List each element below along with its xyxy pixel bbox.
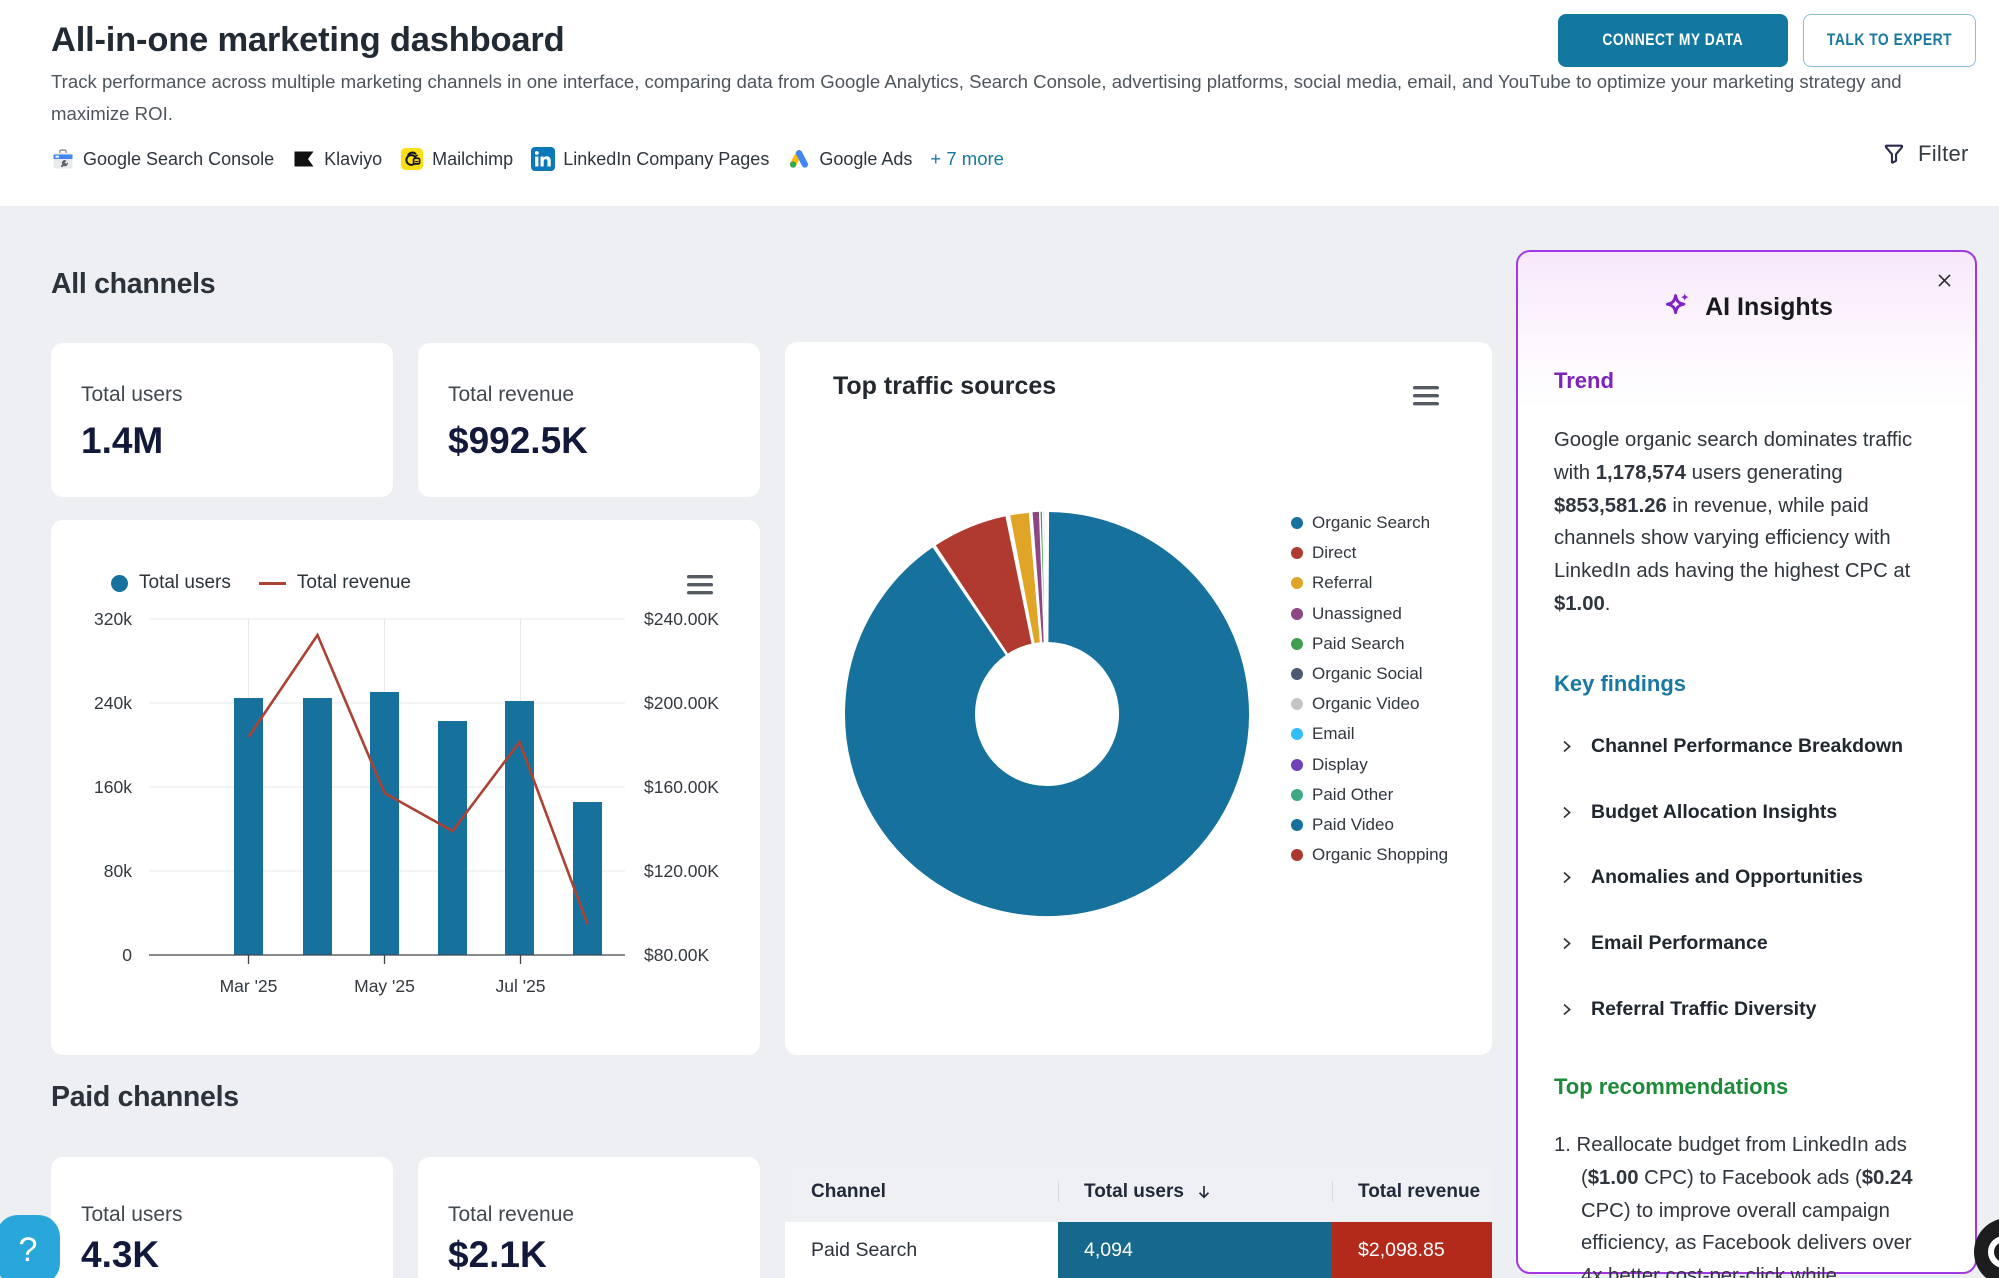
- svg-text:$200.00K: $200.00K: [644, 693, 719, 713]
- svg-text:0: 0: [122, 945, 132, 965]
- svg-text:160k: 160k: [94, 777, 132, 797]
- svg-text:$240.00K: $240.00K: [644, 609, 719, 629]
- svg-text:May '25: May '25: [354, 976, 415, 996]
- svg-text:$120.00K: $120.00K: [644, 861, 719, 881]
- svg-text:80k: 80k: [104, 861, 132, 881]
- svg-text:240k: 240k: [94, 693, 132, 713]
- svg-text:320k: 320k: [94, 609, 132, 629]
- svg-text:Jul '25: Jul '25: [495, 976, 545, 996]
- svg-text:Mar '25: Mar '25: [220, 976, 278, 996]
- svg-text:$160.00K: $160.00K: [644, 777, 719, 797]
- svg-text:$80.00K: $80.00K: [644, 945, 710, 965]
